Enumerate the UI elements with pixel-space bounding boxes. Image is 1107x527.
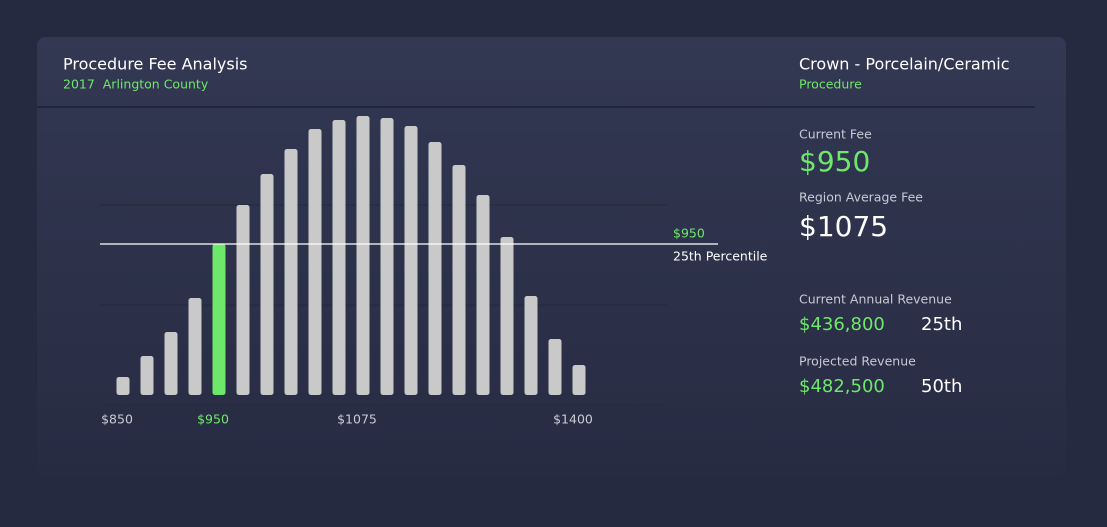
fee-label: Current Fee [799,127,872,142]
bar [116,377,130,395]
x-tick-label: $1075 [337,412,377,427]
subtitle: 2017 Arlington County [63,77,209,92]
revenue-label: Current Annual Revenue [799,292,952,307]
revenue-percentile: 25th [921,314,962,335]
procedure-kind: Procedure [799,77,862,92]
bar [380,118,394,395]
procedure-name: Crown - Porcelain/Ceramic [799,55,1010,74]
bar [164,332,178,395]
bar [332,120,346,395]
title: Procedure Fee Analysis [63,55,248,74]
x-tick-label: $950 [197,412,229,427]
x-tick-label: $850 [101,412,133,427]
revenue-value: $482,500 [799,376,885,397]
bar [452,165,466,395]
x-tick-label: $1400 [553,412,593,427]
bar [308,129,322,395]
bar [212,244,226,395]
fee-value: $950 [799,145,870,178]
card [37,37,1066,477]
bar [476,195,490,395]
bar [404,126,418,395]
bar [428,142,442,395]
bar [284,149,298,395]
fee-value: $1075 [799,210,888,243]
bar [548,339,562,395]
fee-label: Region Average Fee [799,190,923,205]
reference-label: $950 [673,226,705,241]
bar [236,205,250,395]
bar [500,237,514,395]
bar [524,296,538,395]
revenue-value: $436,800 [799,314,885,335]
bar [572,365,586,395]
reference-note: 25th Percentile [673,249,768,264]
bar [260,174,274,395]
bar [188,298,202,395]
bar [356,116,370,395]
revenue-percentile: 50th [921,376,962,397]
revenue-label: Projected Revenue [799,354,916,369]
bar [140,356,154,395]
